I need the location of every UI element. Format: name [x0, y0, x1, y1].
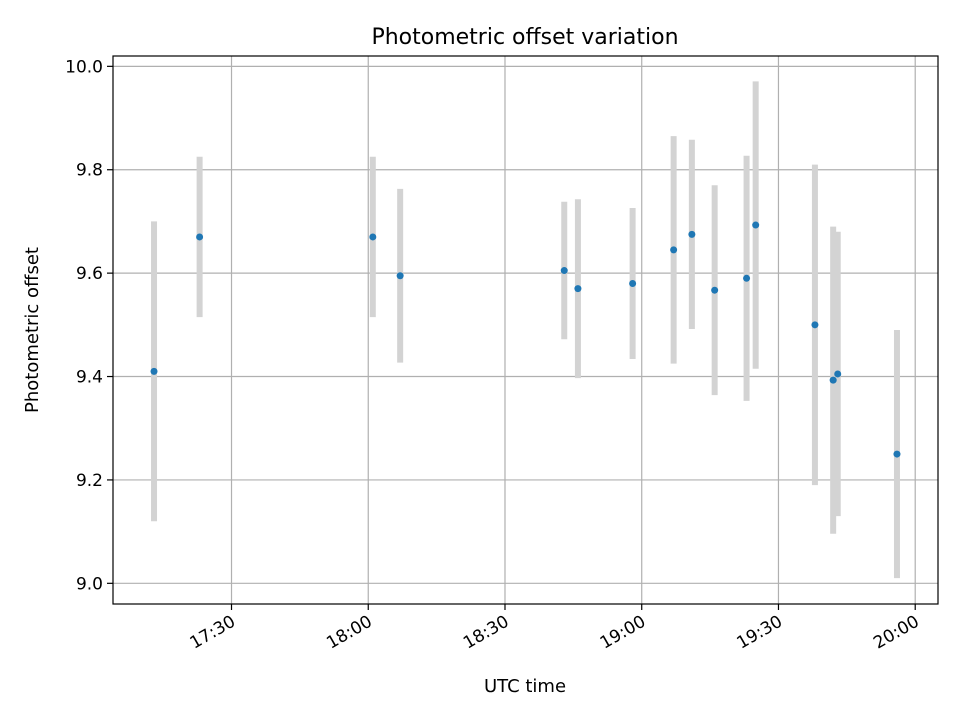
- error-bars: [151, 81, 900, 579]
- y-axis-ticks: 9.0 9.2 9.4 9.6 9.8 10.0: [65, 57, 113, 594]
- y-tick-label: 9.2: [76, 471, 103, 491]
- y-axis-label: Photometric offset: [22, 247, 43, 413]
- chart-title: Photometric offset variation: [371, 25, 678, 50]
- data-point: [369, 233, 377, 241]
- y-tick-label: 9.4: [76, 368, 103, 388]
- data-point: [711, 286, 719, 294]
- data-points: [150, 221, 901, 458]
- x-tick-label: 19:30: [734, 612, 786, 654]
- y-tick-label: 9.6: [76, 264, 103, 284]
- x-tick-label: 20:00: [870, 612, 922, 654]
- data-point: [688, 230, 696, 238]
- data-point: [150, 367, 158, 375]
- data-point: [752, 221, 760, 229]
- x-axis-label: UTC time: [484, 676, 566, 697]
- data-point: [893, 450, 901, 458]
- x-tick-label: 18:30: [460, 612, 512, 654]
- data-point: [560, 267, 568, 275]
- data-point: [574, 285, 582, 293]
- x-axis-ticks: 17:30 18:00 18:30 19:00 19:30 20:00: [187, 604, 923, 653]
- x-tick-label: 17:30: [187, 612, 239, 654]
- y-tick-label: 9.0: [76, 574, 103, 594]
- x-tick-label: 18:00: [323, 612, 375, 654]
- plot-frame: [112, 55, 939, 605]
- data-point: [629, 279, 637, 287]
- data-point: [829, 376, 837, 384]
- y-tick-label: 10.0: [65, 57, 103, 77]
- x-tick-label: 19:00: [597, 612, 649, 654]
- y-tick-label: 9.8: [76, 161, 103, 181]
- data-point: [743, 274, 751, 282]
- data-point: [834, 370, 842, 378]
- grid: [113, 56, 938, 604]
- data-point: [196, 233, 204, 241]
- data-point: [811, 321, 819, 329]
- data-point: [396, 272, 404, 280]
- data-point: [670, 246, 678, 254]
